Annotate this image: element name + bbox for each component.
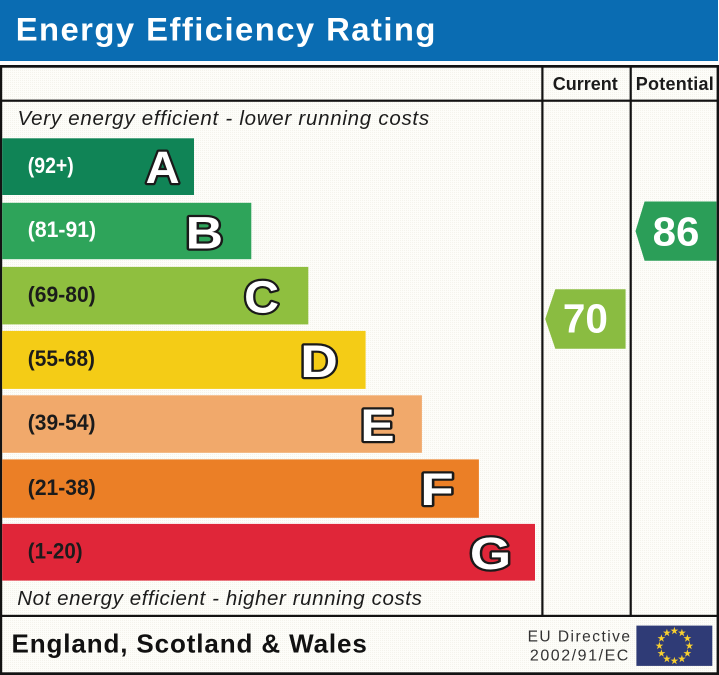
- svg-text:EU Directive: EU Directive: [528, 629, 632, 646]
- svg-text:(21-38): (21-38): [28, 475, 96, 500]
- svg-text:G: G: [470, 528, 511, 579]
- svg-text:2002/91/EC: 2002/91/EC: [530, 647, 630, 664]
- svg-text:C: C: [244, 271, 279, 322]
- svg-text:A: A: [146, 142, 180, 193]
- svg-text:England, Scotland & Wales: England, Scotland & Wales: [12, 628, 368, 658]
- svg-text:(55-68): (55-68): [28, 346, 95, 371]
- svg-text:86: 86: [653, 209, 700, 255]
- svg-text:(39-54): (39-54): [28, 410, 96, 435]
- svg-text:(92+): (92+): [28, 153, 74, 178]
- svg-text:Not energy efficient - higher: Not energy efficient - higher running co…: [17, 587, 422, 610]
- svg-text:D: D: [300, 336, 337, 387]
- svg-text:Potential: Potential: [636, 74, 714, 94]
- svg-text:B: B: [186, 208, 223, 259]
- svg-text:F: F: [420, 464, 454, 515]
- svg-text:(69-80): (69-80): [28, 282, 96, 307]
- svg-text:Energy Efficiency Rating: Energy Efficiency Rating: [16, 11, 437, 48]
- svg-text:E: E: [360, 400, 394, 451]
- svg-text:70: 70: [563, 296, 608, 342]
- svg-text:(1-20): (1-20): [28, 539, 83, 564]
- svg-text:(81-91): (81-91): [28, 217, 96, 242]
- svg-text:Very energy efficient - lower: Very energy efficient - lower running co…: [18, 107, 430, 130]
- svg-text:Current: Current: [553, 74, 618, 94]
